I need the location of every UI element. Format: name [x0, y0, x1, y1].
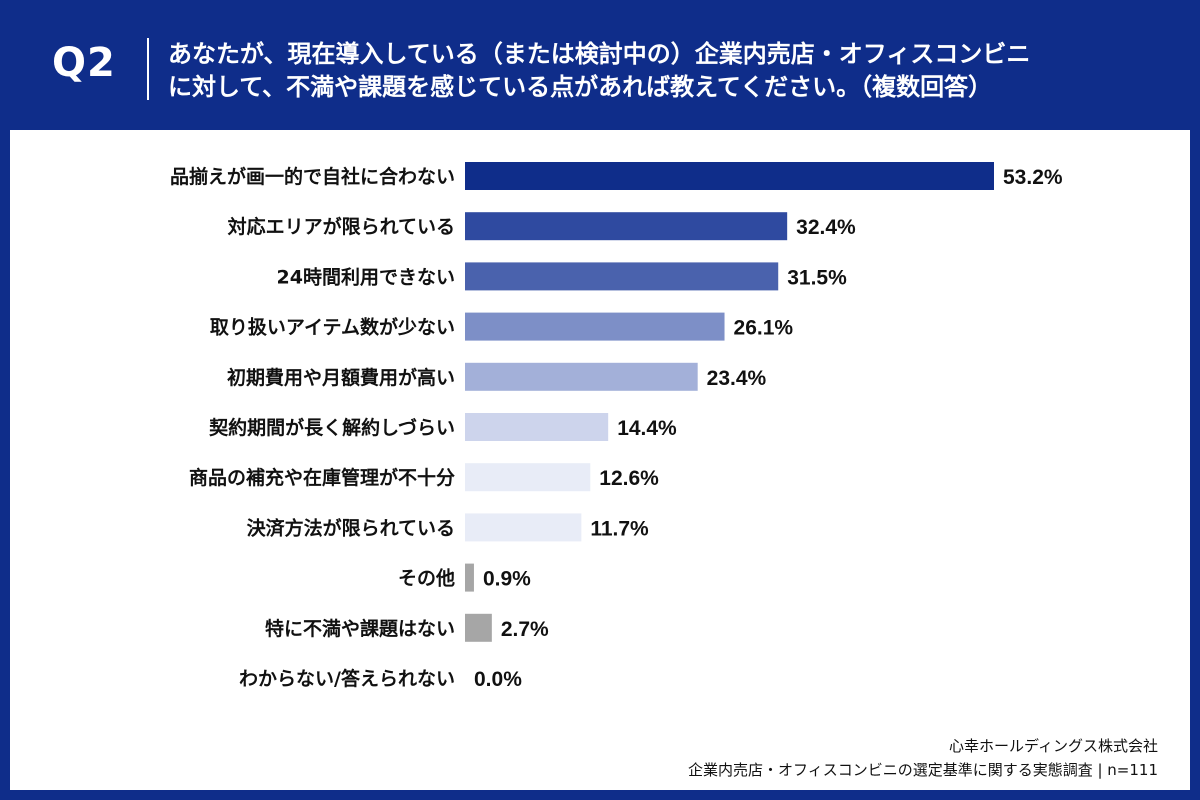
value-label: 26.1%	[734, 317, 794, 340]
header-divider	[147, 38, 149, 100]
value-label: 11.7%	[590, 517, 649, 540]
bar	[465, 262, 779, 291]
category-label: 24時間利用できない	[277, 266, 455, 288]
question-title: あなたが、現在導入している（または検討中の）企業内売店・オフィスコンビニ に対し…	[168, 38, 1178, 104]
value-label: 32.4%	[796, 216, 856, 239]
bar	[465, 613, 492, 642]
value-label: 12.6%	[599, 467, 659, 490]
bar	[465, 463, 591, 492]
header: Q2 あなたが、現在導入している（または検討中の）企業内売店・オフィスコンビニ …	[0, 0, 1200, 130]
footer-company: 心幸ホールディングス株式会社	[949, 737, 1158, 755]
value-label: 31.5%	[787, 266, 847, 289]
category-label: 対応エリアが限られている	[227, 215, 455, 238]
value-label: 53.2%	[1003, 166, 1063, 189]
question-title-line1: あなたが、現在導入している（または検討中の）企業内売店・オフィスコンビニ	[168, 40, 1031, 68]
question-title-line2: に対して、不満や課題を感じている点があれば教えてください。（複数回答）	[168, 73, 993, 101]
category-label: 決済方法が限られている	[247, 516, 455, 539]
value-label: 14.4%	[617, 417, 677, 440]
bar	[465, 362, 698, 391]
bar	[465, 563, 474, 592]
bar	[465, 312, 725, 341]
value-label: 0.9%	[483, 568, 531, 591]
question-label: Q2	[52, 40, 116, 86]
category-label: 初期費用や月額費用が高い	[227, 366, 455, 389]
category-label: わからない/答えられない	[239, 667, 455, 690]
value-label: 0.0%	[474, 668, 522, 691]
bar	[465, 212, 788, 241]
bar	[465, 162, 994, 190]
bar	[465, 413, 609, 441]
bar	[465, 513, 582, 542]
category-label: 取り扱いアイテム数が少ない	[210, 316, 455, 339]
value-label: 23.4%	[707, 367, 767, 390]
category-label: 契約期間が長く解約しづらい	[208, 416, 455, 439]
category-label: 特に不満や課題はない	[265, 617, 455, 640]
category-label: 品揃えが画一的で自社に合わない	[170, 165, 455, 188]
footer-survey: 企業内売店・オフィスコンビニの選定基準に関する実態調査 | n=111	[688, 761, 1158, 779]
footer: 心幸ホールディングス株式会社 企業内売店・オフィスコンビニの選定基準に関する実態…	[688, 734, 1158, 782]
category-label: 商品の補充や在庫管理が不十分	[189, 466, 455, 489]
category-label: その他	[398, 567, 455, 590]
value-label: 2.7%	[501, 618, 549, 641]
